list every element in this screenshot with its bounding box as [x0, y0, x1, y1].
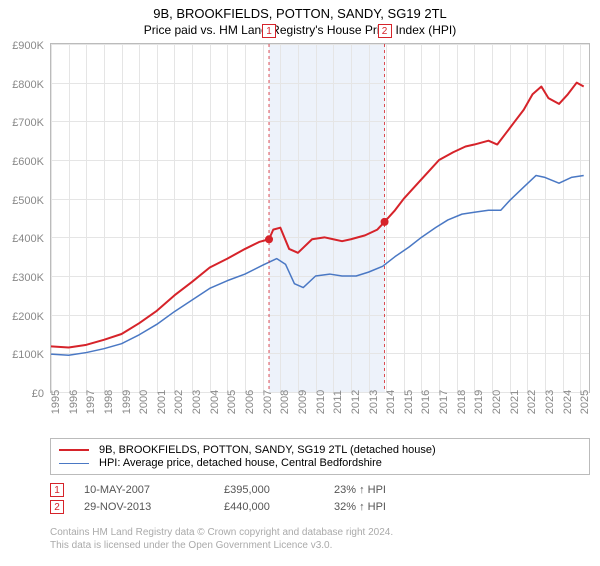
- sale-marker-label: 2: [378, 24, 392, 38]
- legend-row: 9B, BROOKFIELDS, POTTON, SANDY, SG19 2TL…: [59, 444, 581, 456]
- x-axis: 1995199619971998199920002001200220032004…: [50, 398, 590, 438]
- x-tick-label: 2016: [420, 390, 432, 414]
- x-tick-label: 1998: [103, 390, 115, 414]
- x-tick-label: 2015: [403, 390, 415, 414]
- x-tick-label: 2003: [191, 390, 203, 414]
- plot-area: 12: [50, 43, 590, 393]
- x-tick-label: 2004: [209, 390, 221, 414]
- x-tick-label: 2010: [315, 390, 327, 414]
- sale-delta: 23% ↑ HPI: [334, 484, 444, 496]
- sale-index-box: 2: [50, 500, 64, 514]
- x-tick-label: 1997: [85, 390, 97, 414]
- x-tick-label: 2024: [562, 390, 574, 414]
- x-tick-label: 2009: [297, 390, 309, 414]
- sale-marker-label: 1: [262, 24, 276, 38]
- x-tick-label: 2017: [438, 390, 450, 414]
- y-tick-label: £400K: [12, 233, 44, 245]
- x-tick-label: 2014: [385, 390, 397, 414]
- y-tick-label: £700K: [12, 117, 44, 129]
- x-tick-label: 2018: [456, 390, 468, 414]
- legend-swatch: [59, 463, 89, 464]
- sales-table: 1 10-MAY-2007£395,00023% ↑ HPI 2 29-NOV-201…: [50, 480, 590, 517]
- x-tick-label: 2013: [368, 390, 380, 414]
- sale-index-box: 1: [50, 483, 64, 497]
- legend-label: 9B, BROOKFIELDS, POTTON, SANDY, SG19 2TL…: [99, 444, 436, 456]
- plot-svg: [51, 44, 589, 392]
- chart-title: 9B, BROOKFIELDS, POTTON, SANDY, SG19 2TL: [0, 6, 600, 21]
- x-tick-label: 2019: [473, 390, 485, 414]
- footer-line-2: This data is licensed under the Open Gov…: [50, 539, 590, 552]
- y-tick-label: £300K: [12, 272, 44, 284]
- x-tick-label: 2021: [509, 390, 521, 414]
- legend-swatch: [59, 449, 89, 451]
- x-tick-label: 2022: [526, 390, 538, 414]
- footer-line-1: Contains HM Land Registry data © Crown c…: [50, 526, 590, 539]
- x-tick-label: 1999: [121, 390, 133, 414]
- x-tick-label: 2006: [244, 390, 256, 414]
- x-tick-label: 2023: [544, 390, 556, 414]
- x-tick-label: 2020: [491, 390, 503, 414]
- x-tick-label: 2007: [262, 390, 274, 414]
- legend-label: HPI: Average price, detached house, Cent…: [99, 457, 382, 469]
- y-tick-label: £600K: [12, 156, 44, 168]
- x-tick-label: 2025: [579, 390, 591, 414]
- x-tick-label: 2000: [138, 390, 150, 414]
- x-tick-label: 2012: [350, 390, 362, 414]
- chart-container: 9B, BROOKFIELDS, POTTON, SANDY, SG19 2TL…: [0, 6, 600, 566]
- chart-subtitle: Price paid vs. HM Land Registry's House …: [0, 23, 600, 37]
- x-tick-label: 2008: [279, 390, 291, 414]
- series-property: [51, 83, 584, 348]
- x-tick-label: 2005: [226, 390, 238, 414]
- sale-price: £440,000: [224, 501, 334, 513]
- x-tick-label: 1995: [50, 390, 62, 414]
- y-tick-label: £900K: [12, 40, 44, 52]
- sale-row: 1 10-MAY-2007£395,00023% ↑ HPI: [50, 483, 590, 497]
- y-axis: £0£100K£200K£300K£400K£500K£600K£700K£80…: [0, 46, 48, 396]
- x-tick-label: 1996: [68, 390, 80, 414]
- x-tick-label: 2002: [173, 390, 185, 414]
- y-tick-label: £200K: [12, 311, 44, 323]
- footer-attribution: Contains HM Land Registry data © Crown c…: [50, 526, 590, 552]
- x-tick-label: 2001: [156, 390, 168, 414]
- y-tick-label: £500K: [12, 195, 44, 207]
- sale-delta: 32% ↑ HPI: [334, 501, 444, 513]
- legend: 9B, BROOKFIELDS, POTTON, SANDY, SG19 2TL…: [50, 438, 590, 475]
- y-tick-label: £800K: [12, 79, 44, 91]
- y-tick-label: £100K: [12, 349, 44, 361]
- sale-date: 29-NOV-2013: [84, 501, 224, 513]
- y-tick-label: £0: [32, 388, 44, 400]
- x-tick-label: 2011: [332, 390, 344, 414]
- sale-date: 10-MAY-2007: [84, 484, 224, 496]
- sale-price: £395,000: [224, 484, 334, 496]
- sale-row: 2 29-NOV-2013£440,00032% ↑ HPI: [50, 500, 590, 514]
- legend-row: HPI: Average price, detached house, Cent…: [59, 457, 581, 469]
